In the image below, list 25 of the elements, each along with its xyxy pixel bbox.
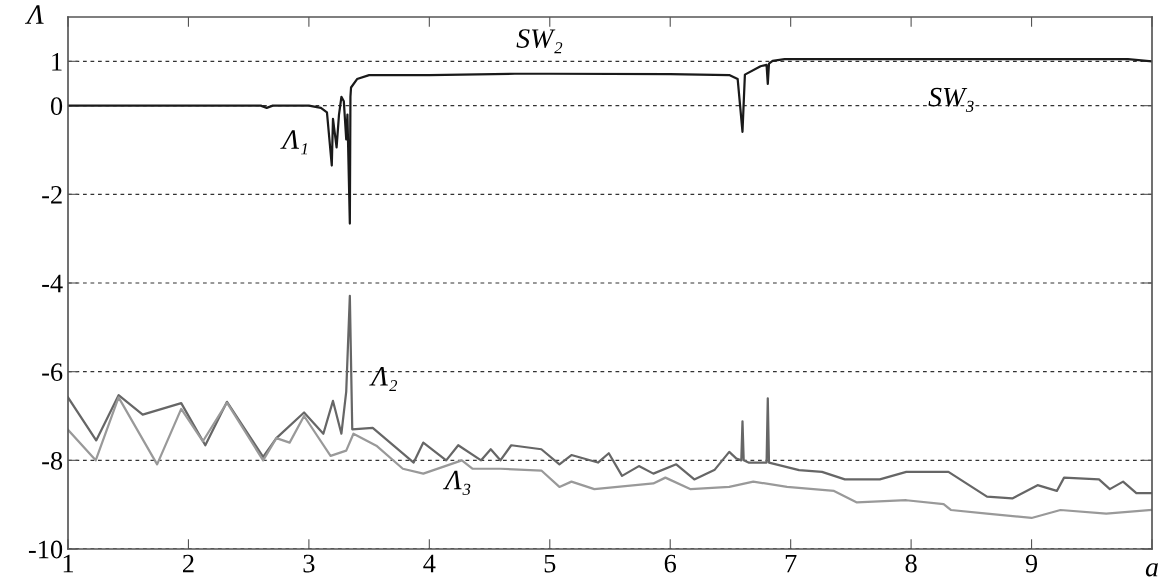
y-tick-label: -8 bbox=[42, 451, 63, 470]
x-axis-title: a bbox=[1145, 563, 1158, 577]
x-tick-label: 8 bbox=[905, 554, 917, 573]
y-tick-label: -6 bbox=[42, 363, 63, 382]
y-tick-label: -2 bbox=[42, 186, 62, 204]
annotation: SW₃ bbox=[928, 87, 974, 112]
y-tick-label: -4 bbox=[42, 274, 63, 293]
x-tick-label: 3 bbox=[303, 554, 315, 573]
annotation: Λ₃ bbox=[442, 470, 471, 495]
line-series bbox=[68, 58, 1152, 225]
annotation: Λ₁ bbox=[280, 130, 308, 155]
line-series bbox=[68, 294, 1152, 500]
x-tick-label: 7 bbox=[785, 554, 797, 573]
y-axis-title: Λ bbox=[24, 5, 44, 24]
y-tick-label: 0 bbox=[50, 97, 63, 116]
annotation: SW₂ bbox=[516, 29, 563, 54]
x-tick-label: 2 bbox=[183, 554, 194, 573]
x-tick-label: 4 bbox=[423, 554, 436, 573]
line-series bbox=[68, 396, 1152, 520]
y-tick-label: -10 bbox=[28, 540, 63, 559]
x-tick-label: 9 bbox=[1025, 554, 1038, 573]
annotation: Λ₂ bbox=[369, 367, 398, 392]
x-tick-label: 5 bbox=[544, 554, 556, 573]
x-tick-label: 6 bbox=[664, 554, 677, 573]
y-tick-label: 1 bbox=[52, 53, 62, 71]
